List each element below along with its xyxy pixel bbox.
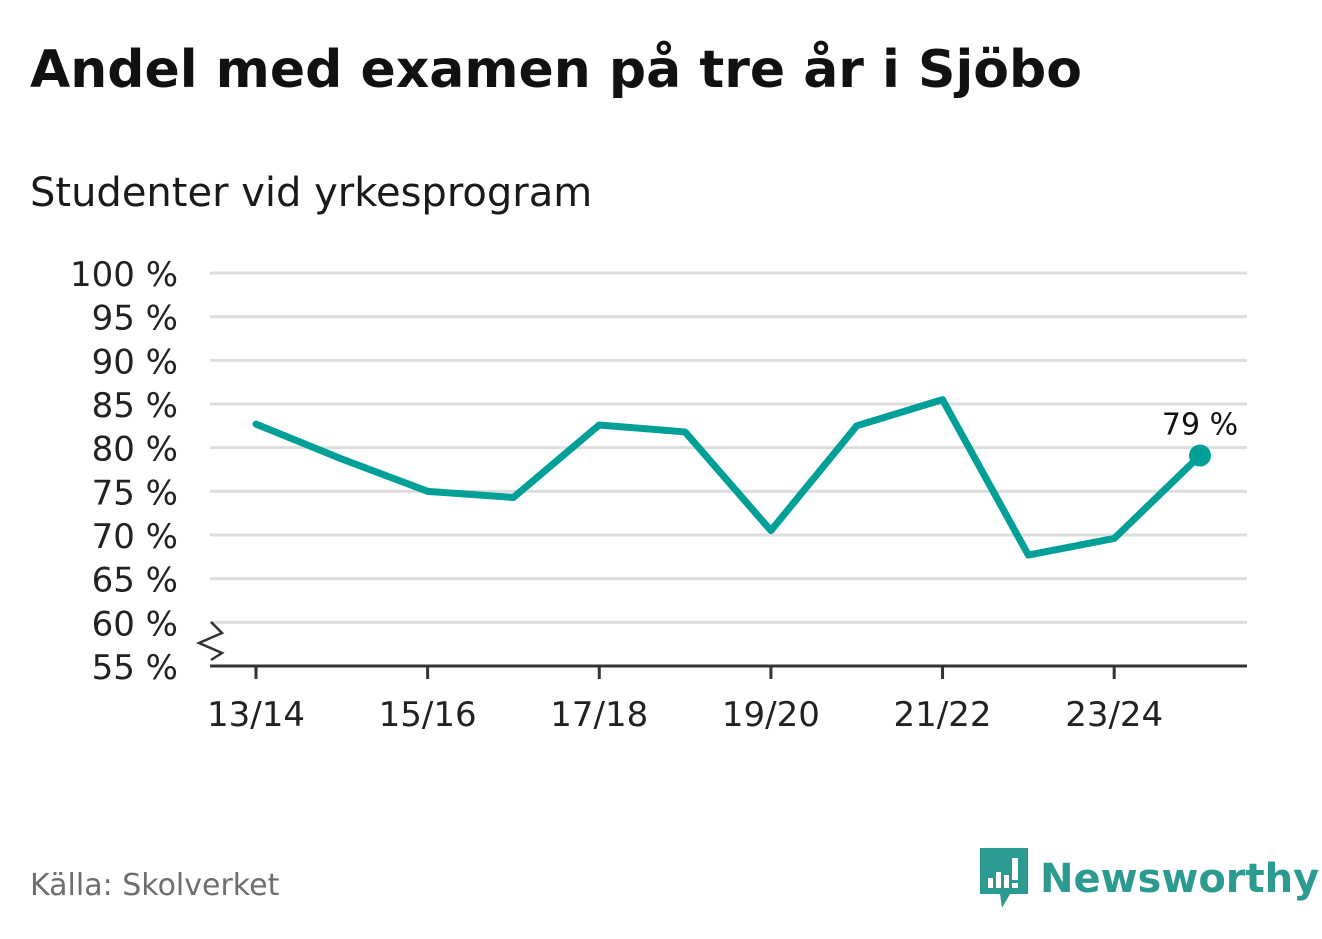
chart-subtitle: Studenter vid yrkesprogram [30, 170, 593, 216]
last-point-marker [1189, 444, 1211, 467]
y-tick-label: 80 % [92, 430, 178, 470]
y-tick-label: 65 % [92, 561, 178, 601]
axis-break-mark [195, 621, 225, 662]
series-line [252, 396, 1204, 559]
y-tick-label: 75 % [92, 473, 178, 513]
y-tick-label: 95 % [92, 299, 178, 339]
x-tick-label: 23/24 [1065, 695, 1163, 735]
newsworthy-logo-icon [980, 848, 1028, 908]
y-tick-label: 60 % [92, 604, 178, 644]
brand-logo: Newsworthy [980, 848, 1319, 910]
y-tick-label: 70 % [92, 517, 178, 557]
x-tick-label: 17/18 [550, 695, 648, 735]
source-note: Källa: Skolverket [30, 868, 280, 903]
y-tick-label: 90 % [92, 342, 178, 382]
x-tick-label: 13/14 [207, 695, 305, 735]
chart-title: Andel med examen på tre år i Sjöbo [30, 40, 1082, 100]
y-tick-label: 55 % [92, 648, 178, 688]
y-tick-label: 100 % [70, 255, 178, 295]
x-tick-label: 15/16 [379, 695, 477, 735]
x-tick-label: 21/22 [894, 695, 992, 735]
brand-name: Newsworthy [1040, 856, 1320, 902]
last-value-label: 79 % [1162, 408, 1238, 443]
y-tick-label: 85 % [92, 386, 178, 426]
x-tick-label: 19/20 [722, 695, 820, 735]
